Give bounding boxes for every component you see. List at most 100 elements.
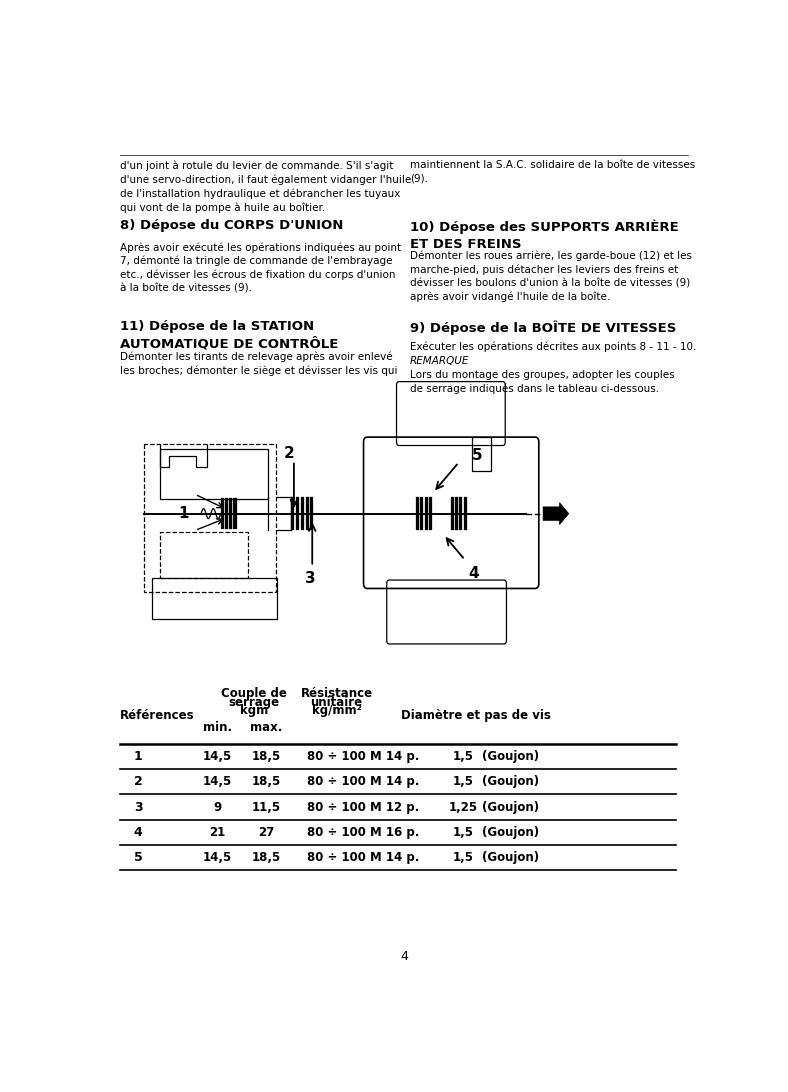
Bar	[159, 449, 268, 499]
Bar	[310, 513, 314, 531]
Text: REMARQUE: REMARQUE	[410, 356, 470, 366]
Bar	[152, 579, 277, 619]
Text: 1,5: 1,5	[452, 775, 474, 788]
Text: Résistance: Résistance	[300, 687, 373, 700]
Text: serrage: serrage	[229, 696, 280, 709]
Bar	[416, 513, 419, 531]
Text: 27: 27	[258, 826, 274, 839]
Bar	[159, 532, 248, 579]
Text: 80 ÷ 100: 80 ÷ 100	[307, 800, 366, 814]
Text: (Goujon): (Goujon)	[482, 826, 539, 839]
Text: (Goujon): (Goujon)	[482, 775, 539, 788]
Text: 1,25: 1,25	[448, 800, 478, 814]
Text: 2: 2	[284, 447, 295, 462]
Bar	[429, 513, 432, 531]
Bar	[225, 498, 228, 513]
Text: Démonter les tirants de relevage après avoir enlevé
les broches; démonter le siè: Démonter les tirants de relevage après a…	[120, 352, 397, 376]
Text: 14,5: 14,5	[203, 750, 232, 763]
Text: 14,5: 14,5	[203, 775, 232, 788]
Bar	[463, 497, 466, 513]
Text: 21: 21	[210, 826, 225, 839]
Text: 4: 4	[134, 826, 143, 839]
Bar	[472, 437, 491, 471]
Bar	[301, 513, 303, 531]
Text: 1,5: 1,5	[452, 826, 474, 839]
Text: 80 ÷ 100: 80 ÷ 100	[307, 750, 366, 763]
Bar	[233, 498, 236, 513]
Bar	[310, 497, 314, 513]
Text: M 14 p.: M 14 p.	[370, 750, 419, 763]
Text: max.: max.	[251, 721, 283, 734]
Bar	[221, 498, 224, 513]
Text: 11,5: 11,5	[252, 800, 281, 814]
Text: 80 ÷ 100: 80 ÷ 100	[307, 775, 366, 788]
Bar	[221, 513, 224, 529]
Bar	[463, 513, 466, 531]
Text: M 12 p.: M 12 p.	[370, 800, 419, 814]
Text: Démonter les roues arrière, les garde-boue (12) et les
marche-pied, puis détache: Démonter les roues arrière, les garde-bo…	[410, 250, 692, 302]
Bar	[451, 513, 454, 531]
Text: 18,5: 18,5	[252, 775, 281, 788]
Text: (Goujon): (Goujon)	[482, 800, 539, 814]
Text: 5: 5	[472, 448, 482, 463]
Text: Exécuter les opérations décrites aux points 8 - 11 - 10.: Exécuter les opérations décrites aux poi…	[410, 341, 697, 352]
Bar	[416, 497, 419, 513]
Text: M 14 p.: M 14 p.	[370, 851, 419, 864]
Bar	[229, 513, 232, 529]
Text: Lors du montage des groupes, adopter les couples
de serrage indiqués dans le tab: Lors du montage des groupes, adopter les…	[410, 370, 675, 394]
Text: kgm: kgm	[240, 704, 269, 717]
Bar	[455, 513, 458, 531]
Text: 80 ÷ 100: 80 ÷ 100	[307, 851, 366, 864]
Bar	[301, 497, 303, 513]
Text: 2: 2	[134, 775, 143, 788]
Text: 10) Dépose des SUPPORTS ARRIÈRE
ET DES FREINS: 10) Dépose des SUPPORTS ARRIÈRE ET DES F…	[410, 219, 678, 251]
Text: M 16 p.: M 16 p.	[370, 826, 419, 839]
Text: 11) Dépose de la STATION
AUTOMATIQUE DE CONTRÔLE: 11) Dépose de la STATION AUTOMATIQUE DE …	[120, 320, 338, 351]
Bar	[420, 497, 423, 513]
Text: 1,5: 1,5	[452, 851, 474, 864]
Text: 5: 5	[134, 851, 143, 864]
Text: maintiennent la S.A.C. solidaire de la boîte de vitesses
(9).: maintiennent la S.A.C. solidaire de la b…	[410, 161, 695, 183]
Bar	[451, 497, 454, 513]
Bar	[291, 497, 294, 513]
Text: 18,5: 18,5	[252, 851, 281, 864]
Polygon shape	[543, 502, 569, 524]
Bar	[291, 513, 294, 531]
Text: 1: 1	[179, 506, 189, 521]
Text: Couple de: Couple de	[221, 687, 287, 700]
Text: Références: Références	[120, 709, 195, 722]
Text: 18,5: 18,5	[252, 750, 281, 763]
Text: 4: 4	[400, 950, 407, 963]
Bar	[455, 497, 458, 513]
Text: (Goujon): (Goujon)	[482, 851, 539, 864]
Text: Après avoir exécuté les opérations indiquées au point
7, démonté la tringle de c: Après avoir exécuté les opérations indiq…	[120, 242, 401, 294]
Text: 9) Dépose de la BOÎTE DE VITESSES: 9) Dépose de la BOÎTE DE VITESSES	[410, 320, 676, 335]
Bar	[229, 498, 232, 513]
Bar	[429, 497, 432, 513]
Bar	[459, 497, 463, 513]
Bar	[306, 497, 309, 513]
Bar	[296, 497, 299, 513]
Bar	[306, 513, 309, 531]
Text: unitaire: unitaire	[310, 696, 362, 709]
Text: 3: 3	[305, 571, 316, 586]
Bar	[296, 513, 299, 531]
Bar	[233, 513, 236, 529]
Text: kg/mm²: kg/mm²	[312, 704, 362, 717]
Text: Diamètre et pas de vis: Diamètre et pas de vis	[400, 709, 551, 722]
Text: 3: 3	[134, 800, 143, 814]
Text: M 14 p.: M 14 p.	[370, 775, 419, 788]
Text: 1: 1	[134, 750, 143, 763]
Bar	[225, 513, 228, 529]
Text: 1,5: 1,5	[452, 750, 474, 763]
Bar	[420, 513, 423, 531]
Text: 9: 9	[214, 800, 221, 814]
Text: 80 ÷ 100: 80 ÷ 100	[307, 826, 366, 839]
Text: d'un joint à rotule du levier de commande. S'il s'agit
d'une servo-direction, il: d'un joint à rotule du levier de command…	[120, 161, 411, 213]
Text: 4: 4	[468, 566, 479, 581]
Text: 8) Dépose du CORPS D'UNION: 8) Dépose du CORPS D'UNION	[120, 219, 344, 233]
Bar	[425, 497, 428, 513]
Bar	[459, 513, 463, 531]
Text: 14,5: 14,5	[203, 851, 232, 864]
Bar	[425, 513, 428, 531]
